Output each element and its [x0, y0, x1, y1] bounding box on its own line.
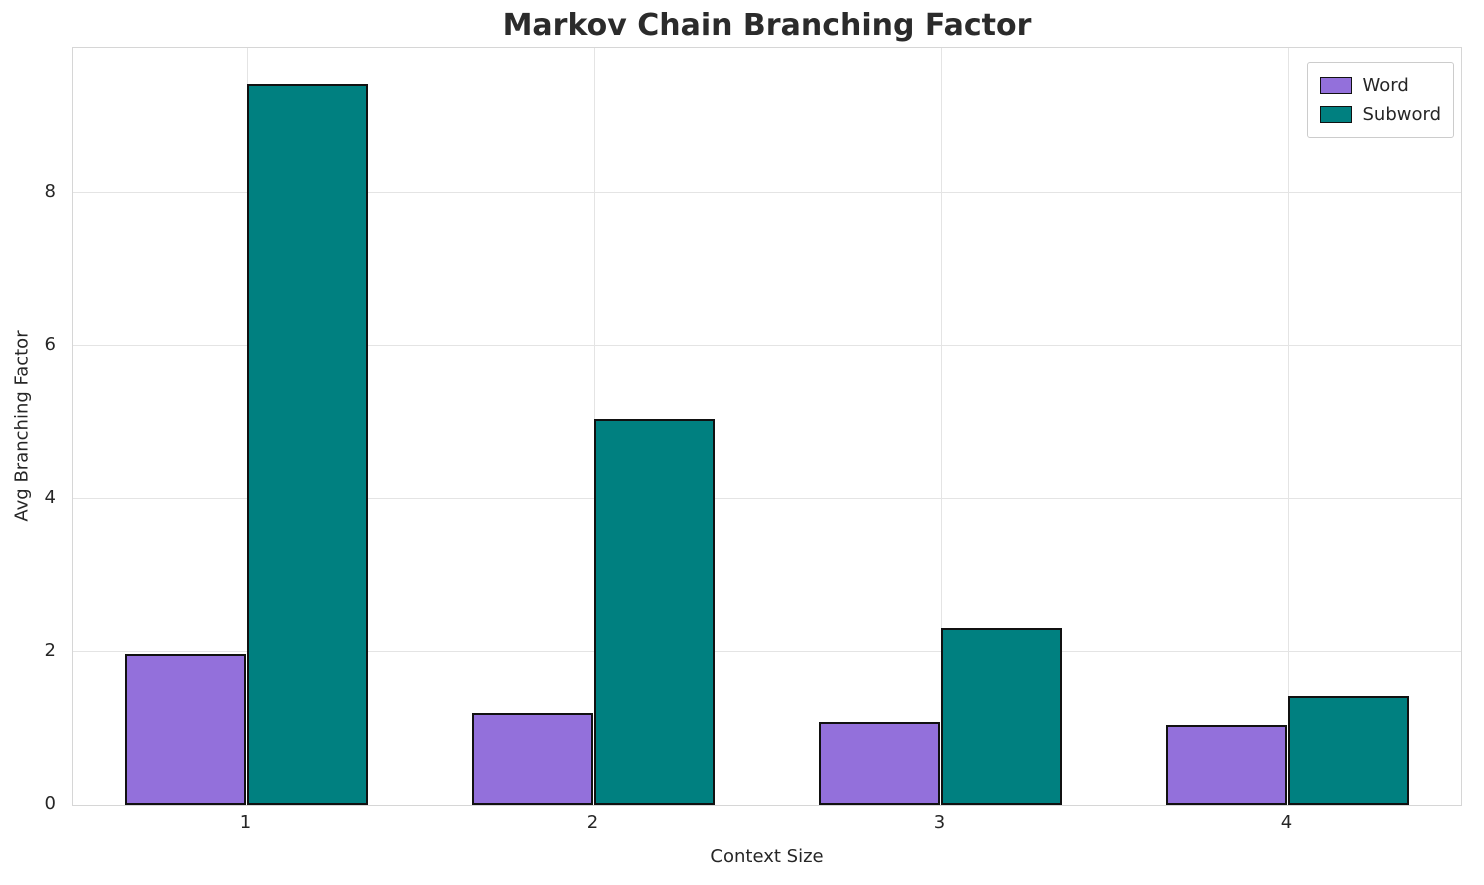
y-tick-label: 2	[44, 640, 56, 662]
gridline-horizontal	[73, 345, 1461, 347]
bar-subword-context-1	[246, 83, 368, 805]
y-tick-label: 4	[44, 487, 56, 509]
x-axis-ticks: 1 2 3 4	[72, 812, 1462, 838]
chart-title: Markov Chain Branching Factor	[502, 8, 1032, 43]
plot-area: Word Subword	[72, 47, 1462, 806]
gridline-horizontal	[73, 651, 1461, 653]
bar-subword-context-4	[1287, 695, 1409, 805]
legend-label-subword: Subword	[1362, 104, 1441, 125]
legend-label-word: Word	[1362, 75, 1409, 96]
bar-word-context-3	[819, 722, 941, 805]
y-tick-label: 8	[44, 181, 56, 203]
bar-word-context-4	[1166, 725, 1288, 805]
bar-word-context-1	[125, 654, 247, 805]
y-axis-ticks: 0 2 4 6 8	[0, 47, 62, 814]
gridline-vertical	[940, 48, 942, 805]
x-axis-label: Context Size	[710, 846, 824, 867]
y-tick-label: 6	[44, 334, 56, 356]
legend-item-word: Word	[1320, 75, 1441, 96]
x-tick-label: 1	[239, 812, 252, 833]
x-tick-label: 2	[586, 812, 599, 833]
gridline-horizontal	[73, 498, 1461, 500]
x-tick-label: 3	[933, 812, 946, 833]
bar-subword-context-3	[940, 627, 1062, 805]
x-tick-label: 4	[1280, 812, 1293, 833]
y-tick-label: 0	[44, 793, 56, 814]
bar-subword-context-2	[593, 418, 715, 805]
gridline-horizontal	[73, 192, 1461, 194]
legend: Word Subword	[1307, 62, 1454, 138]
legend-swatch-subword	[1320, 106, 1353, 123]
legend-item-subword: Subword	[1320, 104, 1441, 125]
gridline-vertical	[1287, 48, 1289, 805]
bar-word-context-2	[472, 713, 594, 805]
legend-swatch-word	[1320, 77, 1353, 94]
